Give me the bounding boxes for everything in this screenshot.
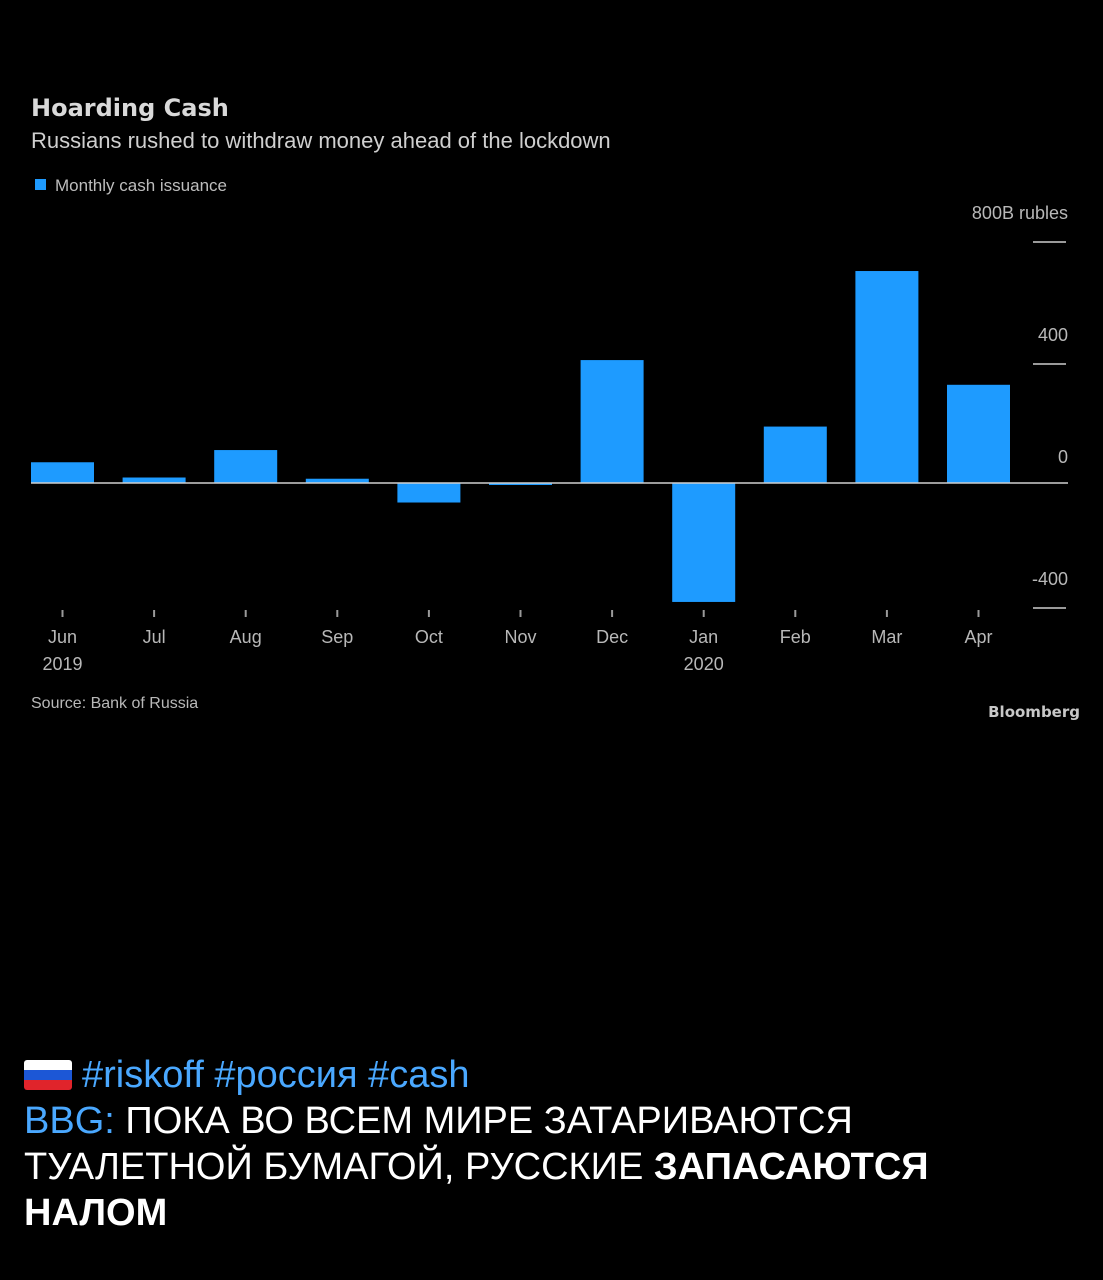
hashtag-russia[interactable]: #россия: [214, 1054, 358, 1096]
x-tick-label: Nov: [504, 627, 536, 647]
bar-jul: [122, 477, 186, 483]
x-tick-label: Feb: [780, 627, 811, 647]
bar-aug: [214, 450, 278, 483]
post-text-2-bold: ЗАПАСАЮТСЯ: [653, 1146, 929, 1188]
post-line-1: BBG: ПОКА ВО ВСЕМ МИРЕ ЗАТАРИВАЮТСЯ: [24, 1100, 853, 1142]
x-tick-label: Jan: [689, 627, 718, 647]
plot-area: 800B rubles 400 0 -400 Jun 2019 Jul Aug Sep Oct No…: [31, 203, 1068, 674]
bar-jan: [672, 483, 736, 602]
source-note: Source: Bank of Russia: [31, 695, 198, 712]
x-tick-label: Aug: [230, 627, 262, 647]
bar-mar: [855, 271, 919, 483]
post-text-1: ПОКА ВО ВСЕМ МИРЕ ЗАТАРИВАЮТСЯ: [125, 1100, 853, 1142]
source-tag: BBG: [24, 1100, 105, 1142]
bar-jun: [31, 462, 94, 483]
hashtag-cash[interactable]: #cash: [368, 1054, 470, 1096]
x-tick-label: Dec: [596, 627, 628, 647]
legend-label: Monthly cash issuance: [55, 176, 227, 195]
y-tick-label: 800B rubles: [972, 203, 1068, 223]
y-tick-label: -400: [1032, 569, 1068, 589]
chart: Hoarding Cash Russians rushed to withdra…: [31, 94, 1080, 721]
y-tick-label: 0: [1058, 447, 1068, 467]
post-line-3: НАЛОМ: [24, 1190, 1084, 1236]
x-tick-label: Mar: [871, 627, 902, 647]
post-line-2: ТУАЛЕТНОЙ БУМАГОЙ, РУССКИЕ ЗАПАСАЮТСЯ: [24, 1144, 1084, 1190]
x-tick-year-label: 2020: [684, 654, 724, 674]
chart-subtitle: Russians rushed to withdraw money ahead …: [31, 128, 611, 153]
bar-sep: [305, 478, 369, 483]
bar-oct: [397, 483, 461, 503]
bar-nov: [489, 483, 552, 485]
x-tick-label: Sep: [321, 627, 353, 647]
x-tick-label: Oct: [415, 627, 443, 647]
russia-flag-icon: [24, 1060, 72, 1090]
x-tick-year-label: 2019: [42, 654, 82, 674]
x-tick-label: Jun: [48, 627, 77, 647]
post-text-2: ТУАЛЕТНОЙ БУМАГОЙ, РУССКИЕ: [24, 1146, 644, 1188]
legend-swatch: [35, 179, 46, 190]
post-caption: #riskoff #россия #cash BBG: ПОКА ВО ВСЕМ…: [24, 1052, 1084, 1236]
bloomberg-logo: Bloomberg: [988, 703, 1080, 721]
x-tick-label: Apr: [964, 627, 992, 647]
bar-dec: [580, 360, 644, 483]
hashtag-riskoff[interactable]: #riskoff: [82, 1054, 204, 1096]
y-tick-label: 400: [1038, 325, 1068, 345]
hashtag-line: #riskoff #россия #cash: [24, 1052, 1084, 1098]
x-tick-label: Jul: [143, 627, 166, 647]
post-text-3-bold: НАЛОМ: [24, 1192, 168, 1234]
bar-feb: [763, 426, 827, 483]
chart-title: Hoarding Cash: [31, 94, 229, 122]
bar-apr: [947, 384, 1010, 483]
